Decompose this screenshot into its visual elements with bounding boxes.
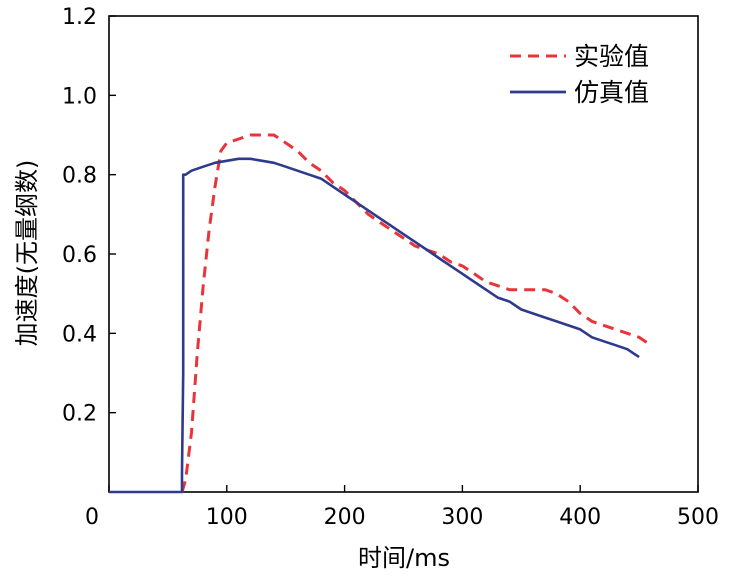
x-tick-label: 500: [677, 505, 719, 530]
y-tick-label: 0.8: [62, 164, 97, 189]
x-tick-label: 200: [324, 505, 366, 530]
x-axis-title: 时间/ms: [358, 544, 450, 572]
x-axis: 0 100 200 300 400 500: [85, 485, 719, 530]
y-tick-label: 1.2: [62, 5, 97, 30]
x-tick-label: 0: [85, 505, 99, 530]
y-tick-label: 0.2: [62, 402, 97, 427]
series-layer: [109, 133, 652, 494]
series-line-simulated: [109, 157, 640, 494]
x-tick-label: 300: [441, 505, 483, 530]
legend-label: 实验值: [574, 42, 649, 71]
y-tick-label: 0.6: [62, 243, 97, 268]
y-tick-label: 0.4: [62, 322, 97, 347]
series-line-experimental: [180, 133, 652, 493]
y-tick-label: 1.0: [62, 84, 97, 109]
legend-label: 仿真值: [574, 78, 649, 107]
x-tick-label: 400: [559, 505, 601, 530]
y-axis-title: 加速度(无量纲数): [13, 160, 41, 347]
x-tick-label: 100: [206, 505, 248, 530]
y-axis: 0.2 0.4 0.6 0.8 1.0 1.2: [62, 5, 116, 427]
